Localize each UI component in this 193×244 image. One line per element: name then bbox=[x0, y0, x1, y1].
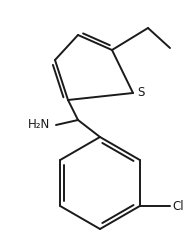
Text: Cl: Cl bbox=[173, 200, 185, 213]
Text: S: S bbox=[137, 87, 144, 100]
Text: H₂N: H₂N bbox=[28, 119, 50, 132]
